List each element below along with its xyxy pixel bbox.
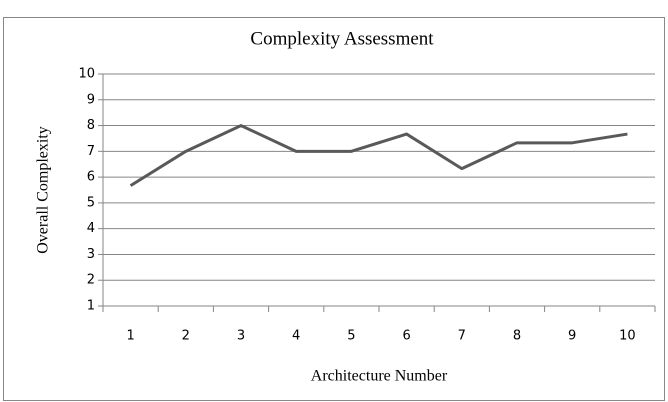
x-tick-label: 7 xyxy=(458,329,466,344)
y-tick-label: 8 xyxy=(87,118,95,133)
y-tick-label: 3 xyxy=(87,247,95,262)
x-tick-label: 4 xyxy=(292,329,300,344)
y-tick-label: 6 xyxy=(87,170,95,185)
chart-frame xyxy=(3,17,665,401)
y-axis-label: Overall Complexity xyxy=(35,126,52,254)
x-axis-label: Architecture Number xyxy=(311,368,448,385)
x-tick-label: 10 xyxy=(619,329,636,344)
x-tick-label: 6 xyxy=(402,329,410,344)
x-tick-label: 3 xyxy=(237,329,245,344)
x-tick-label: 5 xyxy=(347,329,355,344)
data-line xyxy=(129,124,628,187)
x-tick-label: 9 xyxy=(568,329,576,344)
x-tick-label: 8 xyxy=(513,329,521,344)
y-tick-label: 9 xyxy=(87,92,95,107)
y-tick-label: 4 xyxy=(87,221,95,236)
x-tick-label: 2 xyxy=(182,329,190,344)
y-tick-label: 10 xyxy=(78,67,95,82)
y-tick-label: 1 xyxy=(87,299,95,314)
y-tick-label: 7 xyxy=(87,144,95,159)
x-tick-label: 1 xyxy=(126,329,134,344)
y-tick-label: 5 xyxy=(87,195,95,210)
y-tick-label: 2 xyxy=(87,273,95,288)
chart-title: Complexity Assessment xyxy=(250,28,434,49)
